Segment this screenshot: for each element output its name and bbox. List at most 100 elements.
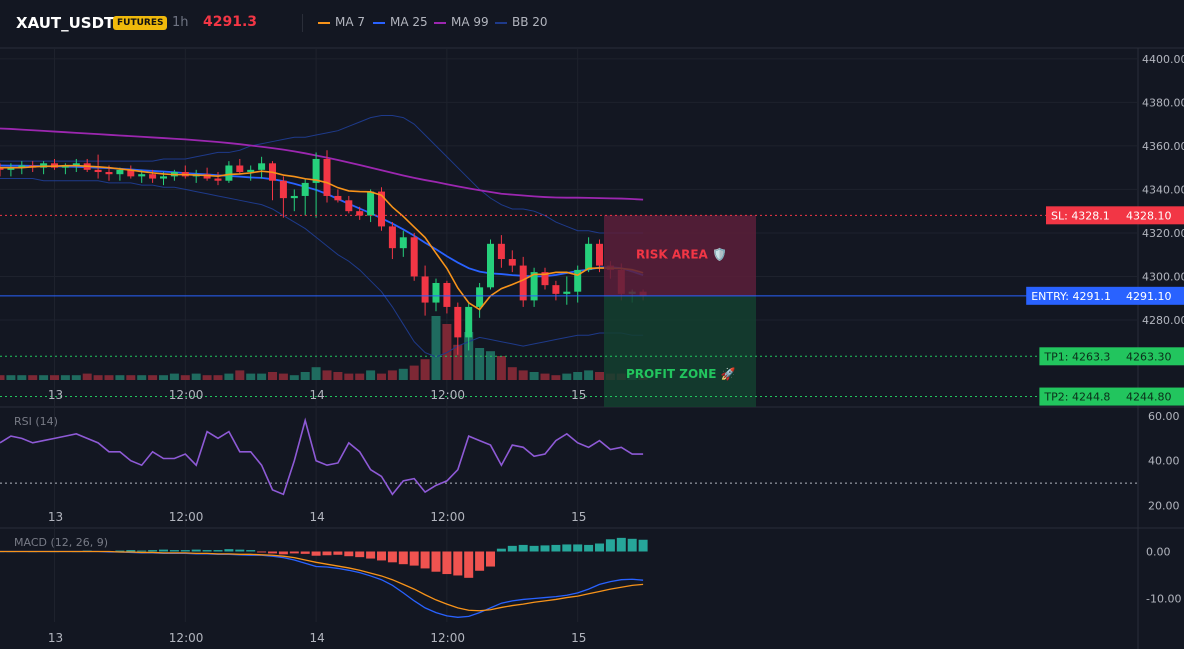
macd-histogram-bar bbox=[562, 544, 572, 552]
candle-body[interactable] bbox=[323, 158, 331, 196]
macd-histogram-bar bbox=[213, 550, 223, 552]
candle-body[interactable] bbox=[508, 259, 516, 266]
candle-body[interactable] bbox=[476, 287, 484, 307]
tp1-level-tag[interactable] bbox=[1039, 347, 1184, 366]
candle-body[interactable] bbox=[105, 172, 113, 175]
ma99-line bbox=[0, 127, 644, 201]
profit-zone[interactable] bbox=[604, 295, 756, 407]
ma99-swatch bbox=[434, 21, 446, 24]
candle-body[interactable] bbox=[388, 226, 396, 249]
time-axis-tick: 13 bbox=[48, 631, 63, 645]
candle-body[interactable] bbox=[61, 165, 69, 168]
candle-body[interactable] bbox=[497, 243, 505, 260]
volume-bar bbox=[355, 373, 365, 380]
candle-body[interactable] bbox=[552, 285, 560, 294]
legend-ma25[interactable]: MA 25 bbox=[373, 15, 428, 29]
ma7-swatch bbox=[318, 21, 330, 24]
volume-bar bbox=[573, 372, 583, 380]
macd-histogram-bar bbox=[442, 551, 452, 575]
price-axis-tick: 4320.00 bbox=[1142, 227, 1184, 240]
candle-body[interactable] bbox=[519, 265, 527, 301]
macd-histogram-bar bbox=[398, 551, 408, 565]
candle-body[interactable] bbox=[301, 182, 309, 196]
volume-bar bbox=[180, 375, 190, 380]
candle-body[interactable] bbox=[410, 237, 418, 277]
candle-body[interactable] bbox=[72, 163, 80, 166]
candle-body[interactable] bbox=[443, 282, 451, 307]
volume-bar bbox=[126, 375, 136, 380]
candle-body[interactable] bbox=[214, 178, 222, 181]
candle-body[interactable] bbox=[236, 165, 244, 173]
candle-body[interactable] bbox=[247, 169, 255, 173]
volume-bar bbox=[202, 375, 212, 380]
candle-body[interactable] bbox=[345, 200, 353, 212]
volume-bar bbox=[93, 375, 103, 380]
timeframe-selector[interactable]: 1h bbox=[172, 15, 189, 30]
candle-body[interactable] bbox=[160, 176, 167, 179]
candle-body[interactable] bbox=[40, 163, 48, 168]
macd-histogram-bar bbox=[180, 550, 190, 552]
tp2-level-tag[interactable] bbox=[1039, 387, 1184, 406]
candle-body[interactable] bbox=[574, 269, 582, 292]
macd-histogram-bar bbox=[387, 551, 397, 563]
time-axis-tick: 15 bbox=[571, 388, 586, 402]
candle-body[interactable] bbox=[378, 191, 385, 227]
candle-body[interactable] bbox=[399, 237, 407, 249]
bb-upper-line bbox=[0, 114, 644, 234]
legend-bb20[interactable]: BB 20 bbox=[495, 15, 548, 29]
header-divider bbox=[302, 14, 303, 32]
macd-histogram-bar bbox=[159, 549, 168, 552]
volume-bar bbox=[486, 351, 495, 380]
candle-body[interactable] bbox=[116, 169, 124, 175]
candle-body[interactable] bbox=[563, 291, 571, 294]
macd-histogram-bar bbox=[605, 539, 615, 552]
chart-header: XAUT_USDT FUTURES 1h 4291.3 MA 7 MA 25 M… bbox=[0, 0, 1184, 48]
candle-body[interactable] bbox=[541, 272, 549, 286]
candle-body[interactable] bbox=[487, 243, 494, 288]
volume-bar bbox=[300, 372, 310, 380]
candle-body[interactable] bbox=[0, 167, 4, 170]
candle-body[interactable] bbox=[203, 174, 211, 179]
macd-histogram-bar bbox=[518, 544, 528, 552]
candle-body[interactable] bbox=[421, 276, 429, 303]
candle-body[interactable] bbox=[356, 211, 364, 216]
candle-body[interactable] bbox=[138, 174, 146, 177]
rsi-line bbox=[0, 417, 644, 496]
candle-body[interactable] bbox=[127, 169, 135, 177]
legend-ma7[interactable]: MA 7 bbox=[318, 15, 365, 29]
candle-body[interactable] bbox=[530, 272, 538, 301]
macd-histogram-bar bbox=[409, 551, 419, 566]
candle-body[interactable] bbox=[18, 165, 26, 168]
volume-bar bbox=[344, 373, 354, 380]
candle-body[interactable] bbox=[279, 180, 287, 199]
candle-body[interactable] bbox=[334, 195, 342, 201]
bb-lower-line bbox=[0, 178, 644, 358]
candle-body[interactable] bbox=[258, 163, 266, 170]
legend-ma99[interactable]: MA 99 bbox=[434, 15, 489, 29]
candle-body[interactable] bbox=[149, 174, 157, 179]
candle-body[interactable] bbox=[367, 191, 375, 216]
candle-body[interactable] bbox=[312, 158, 320, 183]
sl-level-tag[interactable] bbox=[1046, 206, 1184, 225]
candle-body[interactable] bbox=[454, 306, 462, 338]
risk-area-zone[interactable] bbox=[604, 215, 756, 296]
entry-level-tag[interactable] bbox=[1026, 286, 1184, 305]
candle-body[interactable] bbox=[94, 169, 102, 173]
candle-body[interactable] bbox=[225, 165, 233, 181]
volume-bar bbox=[322, 370, 332, 380]
candle-body[interactable] bbox=[585, 243, 593, 270]
volume-bar bbox=[268, 372, 277, 380]
candle-body[interactable] bbox=[290, 195, 298, 199]
symbol-name[interactable]: XAUT_USDT bbox=[16, 14, 115, 32]
candle-body[interactable] bbox=[596, 243, 603, 266]
candle-body[interactable] bbox=[432, 282, 440, 303]
macd-axis-tick: 0.00 bbox=[1146, 546, 1171, 559]
rsi-axis-tick: 40.00 bbox=[1148, 455, 1180, 468]
macd-histogram-bar bbox=[529, 545, 539, 552]
volume-bar bbox=[311, 367, 321, 380]
candle-body[interactable] bbox=[465, 306, 473, 338]
volume-bar bbox=[595, 372, 604, 380]
volume-bar bbox=[551, 375, 561, 380]
candle-body[interactable] bbox=[7, 167, 15, 170]
